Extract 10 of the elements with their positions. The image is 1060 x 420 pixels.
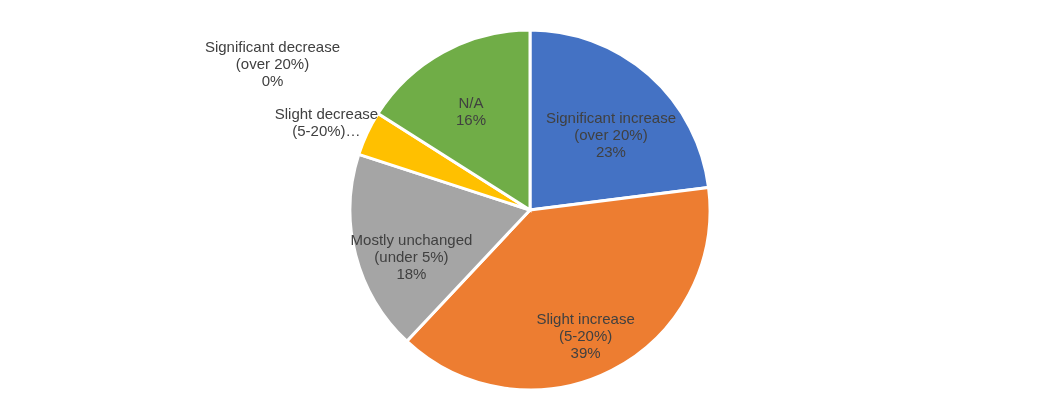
data-label: 39% — [570, 344, 601, 362]
text: 0% — [261, 71, 284, 89]
data-label: 18% — [396, 265, 427, 283]
data-label: 23% — [595, 143, 626, 161]
slice-label: Slight increase (5-20%) — [536, 310, 635, 345]
slice-label: N/A — [458, 93, 484, 111]
data-label: 16% — [456, 110, 487, 128]
slice-label: Significant increase (over 20%) — [545, 109, 676, 144]
slice-label: Slight decrease (5-20%)… — [274, 105, 379, 140]
category-label: Significant decrease (over 20%) — [204, 37, 341, 72]
